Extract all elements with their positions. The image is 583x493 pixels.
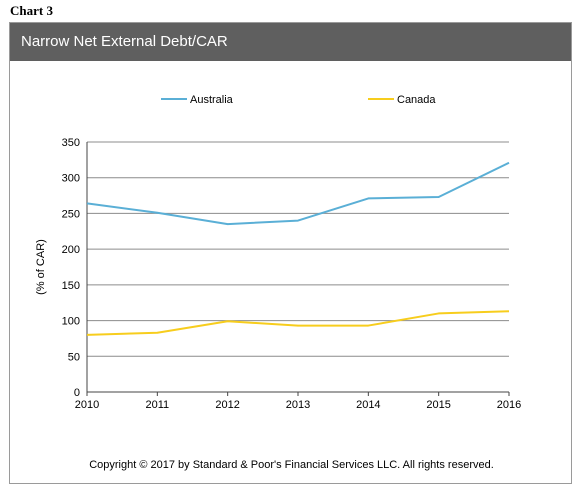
y-tick-label-200: 200 [62,244,80,256]
data-point-australia-2012 [227,223,229,225]
data-point-canada-2012 [227,320,229,322]
data-point-australia-2016 [508,162,510,164]
data-point-australia-2015 [438,196,440,198]
data-point-canada-2010 [86,334,88,336]
data-point-australia-2011 [156,212,158,214]
data-point-australia-2013 [297,220,299,222]
y-axis-title: (% of CAR) [35,239,47,295]
data-point-australia-2014 [367,197,369,199]
y-tick-label-0: 0 [74,387,80,399]
chart-title: Narrow Net External Debt/CAR [10,23,571,61]
legend-label-australia: Australia [190,94,234,106]
copyright-notice: Copyright © 2017 by Standard & Poor's Fi… [89,459,494,471]
y-tick-label-350: 350 [62,137,80,149]
series-line-canada [86,310,510,336]
y-tick-label-300: 300 [62,173,80,185]
x-tick-label-2010: 2010 [75,399,99,411]
y-tick-label-100: 100 [62,316,80,328]
data-point-canada-2013 [297,325,299,327]
data-point-canada-2011 [156,332,158,334]
y-tick-label-150: 150 [62,280,80,292]
y-tick-label-50: 50 [68,351,80,363]
chart-number-label: Chart 3 [10,3,53,18]
data-point-canada-2014 [367,325,369,327]
x-tick-label-2016: 2016 [497,399,521,411]
x-tick-label-2011: 2011 [146,399,170,411]
data-point-canada-2015 [438,312,440,314]
y-tick-label-250: 250 [62,208,80,220]
line-chart: 0 50 100 150 200 250 300 350 2010 2011 2012 2013 201… [35,94,521,411]
data-point-australia-2010 [86,202,88,204]
chart-panel: Narrow Net External Debt/CAR 0 50 100 150 20… [9,22,572,484]
series-line-australia [86,161,510,226]
data-point-canada-2016 [508,310,510,312]
x-tick-label-2014: 2014 [356,399,380,411]
legend-label-canada: Canada [397,94,436,106]
x-tick-label-2012: 2012 [215,399,239,411]
x-tick-label-2013: 2013 [286,399,310,411]
x-tick-label-2015: 2015 [426,399,450,411]
